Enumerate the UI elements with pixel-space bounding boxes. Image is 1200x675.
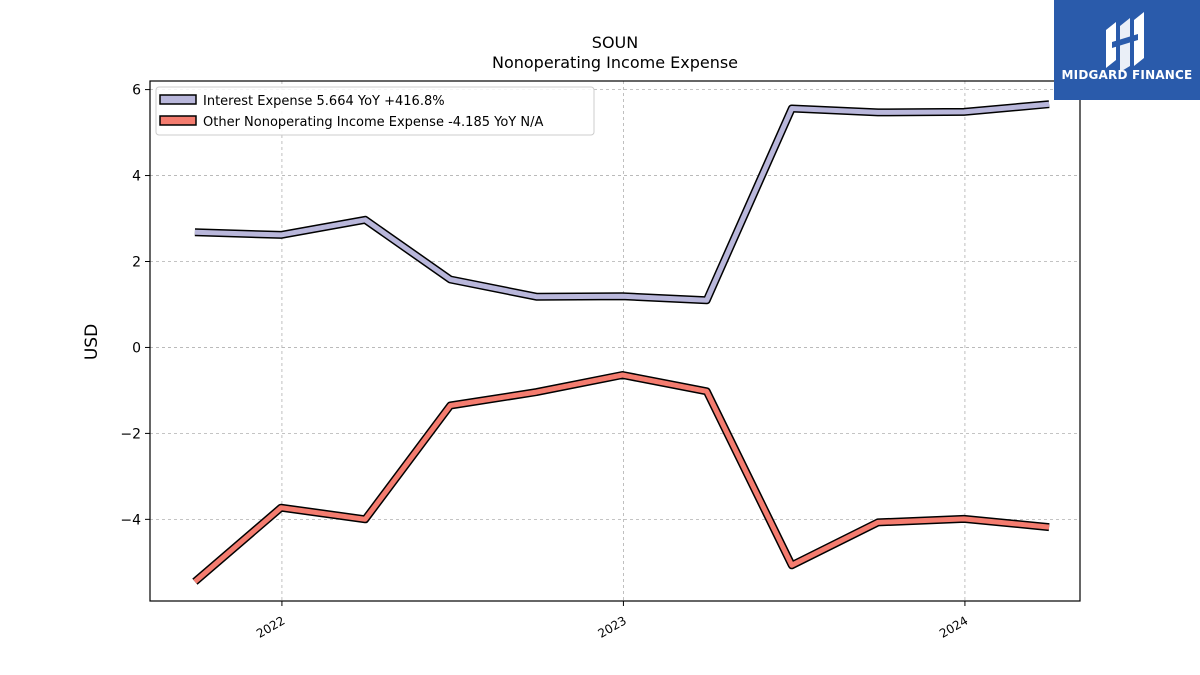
x-tick-label: 2023 bbox=[595, 613, 628, 640]
brand-mark-icon bbox=[1106, 12, 1144, 72]
brand-logo: MIDGARD FINANCE bbox=[1054, 0, 1200, 100]
y-tick-label: −4 bbox=[120, 512, 141, 528]
y-tick-label: 6 bbox=[132, 83, 141, 99]
plot-frame bbox=[149, 80, 1081, 602]
y-tick-label: 0 bbox=[132, 340, 141, 356]
legend-label: Interest Expense 5.664 YoY +416.8% bbox=[203, 94, 445, 109]
legend-label: Other Nonoperating Income Expense -4.185… bbox=[203, 115, 543, 130]
y-tick-label: −2 bbox=[120, 426, 141, 442]
y-tick-label: 4 bbox=[132, 169, 141, 185]
legend: Interest Expense 5.664 YoY +416.8% Other … bbox=[155, 86, 595, 136]
x-tick-label: 2022 bbox=[254, 613, 287, 640]
series-line bbox=[193, 372, 1050, 584]
y-tick-label: 2 bbox=[132, 254, 141, 270]
brand-name: MIDGARD FINANCE bbox=[1061, 68, 1193, 82]
y-axis-label: USD bbox=[82, 324, 102, 360]
chart-subtitle: Nonoperating Income Expense bbox=[492, 53, 738, 72]
chart-title: SOUN bbox=[592, 33, 638, 52]
legend-swatch bbox=[159, 94, 197, 105]
series-0-group bbox=[194, 100, 1050, 305]
x-tick-label: 2024 bbox=[937, 613, 970, 640]
series-line bbox=[194, 101, 1050, 303]
grid-layer bbox=[150, 81, 1080, 601]
series-line-outline bbox=[192, 371, 1050, 585]
legend-box bbox=[155, 86, 595, 136]
series-layer bbox=[192, 100, 1050, 585]
tick-layer: −4 −2 0 2 4 6 2022 2023 2024 bbox=[120, 83, 970, 641]
legend-swatch bbox=[159, 115, 197, 126]
series-1-group bbox=[192, 371, 1050, 585]
